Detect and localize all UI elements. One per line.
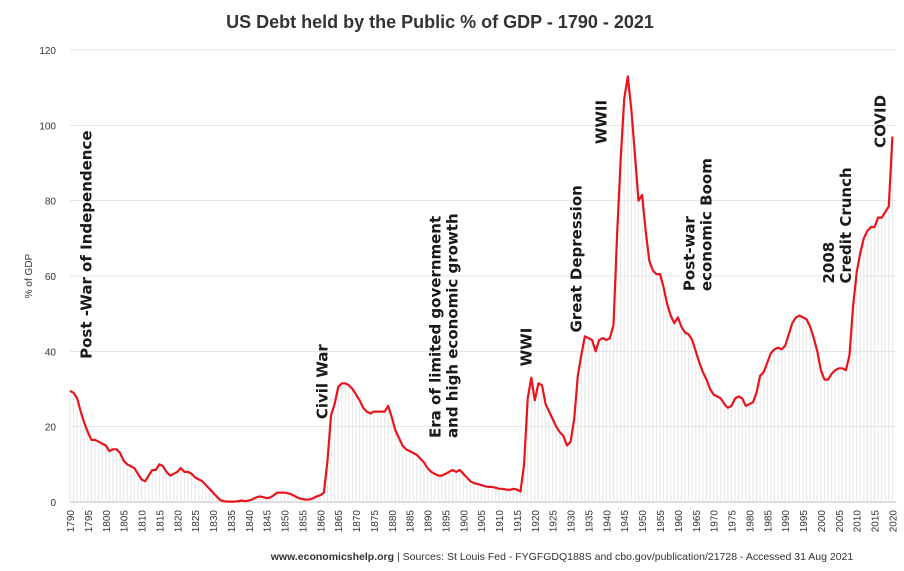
x-tick-label: 1905 bbox=[477, 510, 488, 533]
x-tick-label: 1890 bbox=[424, 510, 435, 533]
x-tick-label: 1830 bbox=[209, 510, 220, 533]
x-tick-label: 1850 bbox=[281, 510, 292, 533]
x-tick-label: 1920 bbox=[531, 510, 542, 533]
x-tick-label: 1910 bbox=[495, 510, 506, 533]
x-tick-label: 1975 bbox=[728, 510, 739, 533]
y-axis-ticks: 0 20 40 60 80 100 120 bbox=[39, 46, 56, 509]
chart-title: US Debt held by the Public % of GDP - 17… bbox=[226, 12, 654, 32]
x-tick-label: 1965 bbox=[692, 510, 703, 533]
annotation-line: economic Boom bbox=[697, 158, 715, 291]
annotation-line: WWI bbox=[517, 328, 535, 367]
x-tick-label: 1880 bbox=[388, 510, 399, 533]
annotation: WWI bbox=[517, 328, 535, 367]
annotation: COVID bbox=[871, 95, 889, 148]
x-tick-label: 1980 bbox=[745, 510, 756, 533]
annotation: Civil War bbox=[313, 344, 331, 420]
source-footer: www.economicshelp.org | Sources: St Loui… bbox=[270, 551, 854, 563]
source-site: www.economicshelp.org bbox=[270, 551, 394, 563]
x-tick-label: 1855 bbox=[298, 510, 309, 533]
x-tick-label: 2005 bbox=[835, 510, 846, 533]
source-text: | Sources: St Louis Fed - FYGFGDQ188S an… bbox=[394, 551, 853, 563]
y-tick-label: 60 bbox=[45, 272, 57, 283]
annotations: Post -War of Independence Civil War Era of… bbox=[77, 95, 889, 438]
x-tick-label: 1945 bbox=[620, 510, 631, 533]
x-tick-label: 1935 bbox=[584, 510, 595, 533]
x-axis-ticks: 1790 1795 1800 1805 1810 1815 1820 1825 1830 1835… bbox=[66, 510, 899, 533]
x-tick-label: 1865 bbox=[334, 510, 345, 533]
y-tick-label: 80 bbox=[45, 197, 57, 208]
x-tick-label: 1985 bbox=[763, 510, 774, 533]
x-tick-label: 1795 bbox=[84, 510, 95, 533]
x-tick-label: 1845 bbox=[263, 510, 274, 533]
x-tick-label: 2015 bbox=[871, 510, 882, 533]
x-tick-label: 1820 bbox=[173, 510, 184, 533]
x-tick-label: 1815 bbox=[155, 510, 166, 533]
annotation-line: WWII bbox=[592, 100, 610, 144]
annotation-line: Post-war bbox=[680, 215, 698, 291]
annotation: Post -War of Independence bbox=[77, 130, 95, 358]
annotation: Era of limited government and high econom… bbox=[427, 213, 462, 438]
x-tick-label: 2010 bbox=[853, 510, 864, 533]
y-tick-label: 0 bbox=[50, 498, 56, 509]
y-tick-label: 120 bbox=[39, 46, 56, 57]
x-tick-label: 1955 bbox=[656, 510, 667, 533]
annotation-line: Era of limited government bbox=[427, 216, 445, 438]
x-tick-label: 1915 bbox=[513, 510, 524, 533]
x-tick-label: 1995 bbox=[799, 510, 810, 533]
annotation: Great Depression bbox=[567, 185, 585, 332]
x-tick-label: 1970 bbox=[710, 510, 721, 533]
annotation-line: Great Depression bbox=[567, 185, 585, 332]
annotation-line: and high economic growth bbox=[444, 213, 462, 438]
x-tick-label: 1940 bbox=[602, 510, 613, 533]
y-tick-label: 20 bbox=[45, 423, 57, 434]
x-tick-label: 1885 bbox=[406, 510, 417, 533]
debt-line bbox=[69, 75, 894, 503]
x-tick-label: 1800 bbox=[102, 510, 113, 533]
x-tick-label: 1790 bbox=[66, 510, 77, 533]
x-tick-label: 1825 bbox=[191, 510, 202, 533]
gridlines bbox=[70, 49, 896, 503]
x-tick-label: 1990 bbox=[781, 510, 792, 533]
x-tick-label: 1835 bbox=[227, 510, 238, 533]
x-tick-label: 1875 bbox=[370, 510, 381, 533]
x-tick-label: 1805 bbox=[120, 510, 131, 533]
annotation: Post-war economic Boom bbox=[680, 158, 715, 291]
x-tick-label: 1900 bbox=[459, 510, 470, 533]
x-tick-label: 1810 bbox=[138, 510, 149, 533]
x-tick-label: 1925 bbox=[549, 510, 560, 533]
annotation-line: COVID bbox=[871, 95, 889, 148]
annotation: WWII bbox=[592, 100, 610, 144]
y-axis-label: % of GDP bbox=[24, 253, 35, 298]
annotation: 2008 Credit Crunch bbox=[820, 167, 855, 283]
x-tick-label: 2020 bbox=[888, 510, 899, 533]
x-tick-label: 1930 bbox=[567, 510, 578, 533]
x-tick-label: 1895 bbox=[441, 510, 452, 533]
x-tick-label: 1950 bbox=[638, 510, 649, 533]
annotation-line: Civil War bbox=[313, 344, 331, 420]
annotation-line: Post -War of Independence bbox=[77, 130, 95, 358]
x-tick-label: 1960 bbox=[674, 510, 685, 533]
y-tick-label: 40 bbox=[45, 347, 57, 358]
x-tick-label: 2000 bbox=[817, 510, 828, 533]
x-tick-label: 1840 bbox=[245, 510, 256, 533]
area-hatch bbox=[69, 76, 893, 502]
x-tick-label: 1870 bbox=[352, 510, 363, 533]
annotation-line: 2008 bbox=[820, 242, 838, 284]
y-tick-label: 100 bbox=[39, 121, 56, 132]
annotation-line: Credit Crunch bbox=[837, 167, 855, 283]
x-tick-label: 1860 bbox=[316, 510, 327, 533]
